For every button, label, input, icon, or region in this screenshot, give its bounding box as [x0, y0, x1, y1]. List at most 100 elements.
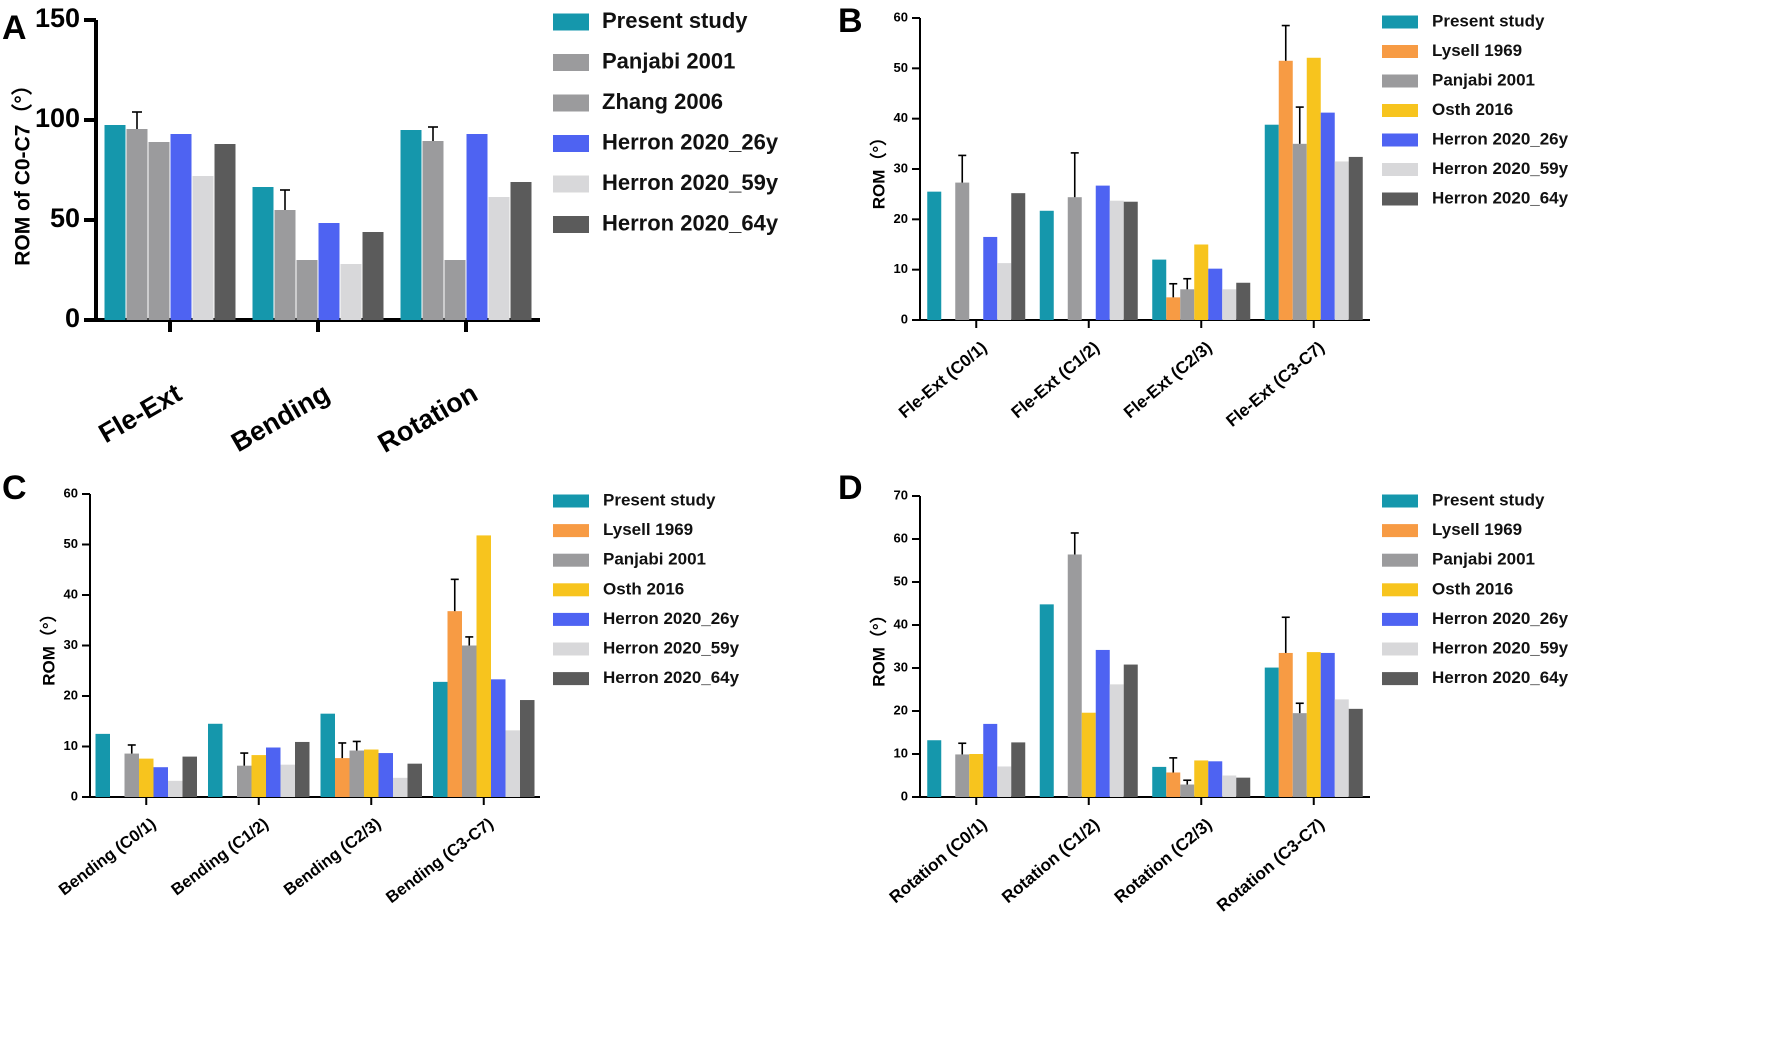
panel-c-bar-panjabi-2001-bending-c1-2	[237, 765, 252, 797]
panel-d-legend-label: Panjabi 2001	[1432, 550, 1535, 569]
panel-a-bar-zhang-2006-rotation	[444, 260, 466, 320]
panel-a-legend-label: Herron 2020_26y	[602, 129, 779, 154]
panel-c-legend-swatch	[553, 494, 589, 508]
panel-a-legend-swatch	[553, 54, 589, 71]
panel-b-bar-herron-2020-59y-fle-ext-c0-1	[997, 263, 1012, 320]
panel-c-y-tick-label: 30	[64, 637, 78, 652]
panel-b-bar-present-study-fle-ext-c3-c7	[1264, 124, 1279, 320]
panel-b-bar-herron-2020-26y-fle-ext-c1-2	[1095, 185, 1110, 320]
panel-d-y-tick-label: 60	[894, 530, 908, 545]
panel-d-bar-present-study-rotation-c3-c7	[1264, 667, 1279, 797]
panel-a-legend-swatch	[553, 135, 589, 152]
panel-b-legend-swatch	[1382, 192, 1418, 206]
panel-d-bar-present-study-rotation-c0-1	[927, 740, 942, 797]
panel-d-category-label: Rotation (C3-C7)	[1213, 815, 1328, 916]
panel-a-legend-label: Herron 2020_59y	[602, 170, 779, 195]
panel-c-y-tick-label: 40	[64, 586, 78, 601]
panel-c-category-label: Bending (C3-C7)	[383, 815, 497, 907]
panel-b-legend-swatch	[1382, 74, 1418, 88]
panel-c-category-label: Bending (C2/3)	[281, 815, 385, 899]
panel-b-y-tick-label: 50	[894, 60, 908, 75]
panel-c-bar-herron-2020-59y-bending-c2-3	[393, 777, 408, 797]
panel-a-bar-present-study-bending	[252, 187, 274, 320]
panel-b-y-tick-label: 30	[894, 160, 908, 175]
panel-d-y-tick-label: 30	[894, 659, 908, 674]
panel-d-bar-herron-2020-59y-rotation-c0-1	[997, 766, 1012, 797]
panel-c-legend-label: Herron 2020_26y	[603, 609, 740, 628]
panel-d-bar-herron-2020-64y-rotation-c2-3	[1236, 777, 1251, 797]
panel-b-legend-swatch	[1382, 133, 1418, 147]
panel-b-bar-herron-2020-64y-fle-ext-c0-1	[1011, 193, 1026, 320]
panel-d-category-label: Rotation (C0/1)	[886, 815, 991, 907]
panel-c-bar-herron-2020-59y-bending-c1-2	[280, 764, 295, 797]
panel-c-legend-label: Osth 2016	[603, 579, 684, 598]
panel-c-bar-panjabi-2001-bending-c0-1	[124, 753, 139, 797]
panel-a-legend-label: Herron 2020_64y	[602, 210, 779, 235]
panel-c-legend-label: Lysell 1969	[603, 520, 693, 539]
panel-c-bar-herron-2020-64y-bending-c1-2	[295, 741, 310, 797]
panel-c-legend-label: Present study	[603, 490, 716, 509]
panel-d-bar-herron-2020-59y-rotation-c1-2	[1109, 684, 1124, 797]
panel-c-category-label: Bending (C0/1)	[56, 815, 160, 899]
panel-d-bar-present-study-rotation-c1-2	[1039, 604, 1054, 797]
panel-c-legend-label: Herron 2020_64y	[603, 668, 740, 687]
panel-c-y-tick-label: 0	[71, 788, 78, 803]
panel-b-category-label: Fle-Ext (C2/3)	[1120, 338, 1215, 422]
panel-c-bar-osth-2016-bending-c1-2	[251, 755, 266, 797]
panel-d-bar-panjabi-2001-rotation-c0-1	[955, 754, 970, 797]
panel-b-bar-herron-2020-64y-fle-ext-c1-2	[1123, 201, 1138, 320]
panel-b-bar-panjabi-2001-fle-ext-c1-2	[1067, 197, 1082, 320]
panel-b-bar-osth-2016-fle-ext-c3-c7	[1306, 57, 1321, 320]
panel-a-category-label: Fle-Ext	[94, 378, 187, 449]
panel-a-bar-zhang-2006-bending	[296, 260, 318, 320]
panel-d-legend-label: Herron 2020_64y	[1432, 668, 1569, 687]
panel-c-bar-osth-2016-bending-c3-c7	[476, 535, 491, 797]
panel-c-bar-lysell-1969-bending-c2-3	[335, 758, 350, 797]
panel-d-bar-panjabi-2001-rotation-c1-2	[1067, 554, 1082, 797]
panel-b-bar-panjabi-2001-fle-ext-c2-3	[1180, 289, 1195, 320]
panel-a-legend-swatch	[553, 94, 589, 112]
panel-a-legend: Present study Panjabi 2001 Zhang 2006 Herro…	[553, 8, 779, 235]
panel-a-legend-label: Present study	[602, 8, 748, 33]
panel-a-legend-swatch	[553, 216, 589, 233]
panel-b-legend-label: Lysell 1969	[1432, 41, 1522, 60]
panel-a-y-tick-label: 0	[65, 303, 80, 333]
panel-c-y-tick-label: 50	[64, 536, 78, 551]
panel-b-legend-swatch	[1382, 104, 1418, 117]
panel-c-bar-present-study-bending-c0-1	[95, 733, 110, 797]
panel-c-bar-herron-2020-64y-bending-c3-c7	[520, 700, 535, 797]
panel-b-legend: Present study Lysell 1969 Panjabi 2001 Osth…	[1382, 11, 1569, 207]
panel-b-bar-present-study-fle-ext-c2-3	[1152, 259, 1167, 320]
panel-c-bar-herron-2020-64y-bending-c2-3	[407, 763, 422, 797]
panel-d-bar-herron-2020-26y-rotation-c0-1	[983, 723, 998, 797]
panel-d-bar-panjabi-2001-rotation-c2-3	[1180, 784, 1195, 797]
panel-d-legend-label: Present study	[1432, 490, 1545, 509]
panel-a-bar-herron-2020-26y-rotation	[466, 134, 488, 320]
panel-a-bar-herron-2020-26y-fle-ext	[170, 134, 192, 320]
panel-c-y-tick-label: 60	[64, 485, 78, 500]
panel-c-y-tick-label: 10	[64, 738, 78, 753]
panel-b-category-label: Fle-Ext (C3-C7)	[1222, 338, 1328, 431]
panel-c-legend-swatch	[553, 612, 589, 626]
panel-d-legend-swatch	[1382, 553, 1418, 567]
panel-d-category-label: Rotation (C1/2)	[998, 815, 1103, 907]
panel-c-bar-herron-2020-26y-bending-c2-3	[378, 753, 393, 797]
panel-b-bar-present-study-fle-ext-c1-2	[1039, 210, 1054, 320]
panel-a-y-tick-label: 100	[35, 103, 80, 133]
panel-a-bar-panjabi-2001-rotation	[422, 141, 444, 320]
panel-d-y-tick-label: 70	[894, 487, 908, 502]
panel-d-legend-label: Herron 2020_26y	[1432, 609, 1569, 628]
panel-b-bar-lysell-1969-fle-ext-c3-c7	[1278, 60, 1293, 321]
panel-d-legend-swatch	[1382, 642, 1418, 656]
panel-b-legend-swatch	[1382, 15, 1418, 29]
panel-c-bar-present-study-bending-c3-c7	[433, 681, 448, 797]
panel-b-bar-herron-2020-59y-fle-ext-c2-3	[1222, 289, 1237, 320]
panel-a-y-tick-label: 50	[50, 203, 80, 233]
panel-b-bar-panjabi-2001-fle-ext-c3-c7	[1292, 143, 1307, 320]
panel-b-y-tick-label: 0	[901, 311, 908, 326]
panel-b-legend-label: Present study	[1432, 11, 1545, 30]
panel-a-category-label: Bending	[226, 378, 335, 458]
panel-a-bar-herron-2020-64y-fle-ext	[214, 144, 236, 320]
